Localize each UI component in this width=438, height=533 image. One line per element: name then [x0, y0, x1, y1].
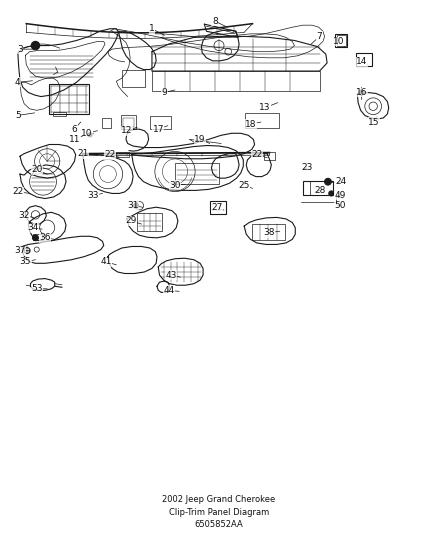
Text: 49: 49: [335, 191, 346, 200]
Bar: [357, 53, 372, 66]
Text: 12: 12: [121, 126, 137, 135]
Text: 21: 21: [77, 149, 98, 158]
Bar: [252, 224, 285, 240]
Text: 4: 4: [15, 78, 32, 87]
Text: 20: 20: [31, 165, 47, 174]
Text: 10: 10: [333, 37, 345, 46]
Bar: [32, 234, 42, 240]
Text: 31: 31: [127, 201, 143, 210]
Bar: [152, 71, 320, 92]
Bar: [122, 69, 145, 87]
Text: 35: 35: [20, 257, 35, 266]
Text: 18: 18: [245, 119, 261, 128]
Bar: [264, 152, 275, 160]
Text: 44: 44: [163, 286, 179, 295]
Text: 8: 8: [212, 17, 227, 27]
Text: 3: 3: [17, 45, 35, 54]
Text: 24: 24: [335, 177, 346, 186]
Text: 22: 22: [12, 188, 30, 197]
Text: 32: 32: [18, 212, 34, 220]
Text: 25: 25: [238, 181, 253, 190]
Text: 9: 9: [162, 88, 175, 97]
Text: 53: 53: [31, 284, 47, 293]
Bar: [175, 163, 219, 184]
Text: 33: 33: [88, 191, 102, 200]
Bar: [102, 118, 111, 128]
Circle shape: [31, 42, 40, 50]
Bar: [150, 116, 171, 129]
Bar: [49, 84, 89, 114]
Text: 34: 34: [27, 223, 42, 232]
Text: 38: 38: [264, 228, 280, 237]
Text: 14: 14: [356, 58, 368, 67]
Text: 29: 29: [125, 216, 141, 225]
Text: 7: 7: [311, 32, 322, 44]
Text: 36: 36: [39, 233, 55, 243]
Text: 22: 22: [251, 150, 267, 159]
Bar: [336, 34, 347, 46]
Text: 5: 5: [15, 111, 35, 120]
Text: 10: 10: [81, 129, 98, 138]
Text: 27: 27: [211, 203, 223, 212]
Text: 15: 15: [368, 117, 380, 126]
Bar: [245, 113, 279, 128]
Bar: [337, 35, 346, 45]
Text: 2002 Jeep Grand Cherokee
Clip-Trim Panel Diagram
6505852AA: 2002 Jeep Grand Cherokee Clip-Trim Panel…: [162, 495, 276, 529]
Bar: [137, 213, 162, 231]
Circle shape: [32, 235, 39, 241]
Text: 11: 11: [69, 135, 83, 144]
Text: 50: 50: [335, 201, 346, 210]
Circle shape: [88, 133, 92, 137]
Text: 16: 16: [356, 88, 368, 97]
Bar: [53, 112, 66, 116]
Text: 23: 23: [301, 164, 313, 173]
Circle shape: [325, 179, 331, 185]
Text: 6: 6: [71, 122, 81, 134]
Circle shape: [359, 90, 364, 95]
Bar: [120, 115, 137, 129]
Bar: [303, 181, 333, 196]
Text: 30: 30: [169, 181, 185, 190]
Text: 19: 19: [194, 135, 210, 144]
Text: 37: 37: [14, 246, 30, 255]
Text: 17: 17: [152, 125, 168, 134]
Bar: [117, 152, 129, 157]
Text: 1: 1: [149, 24, 165, 35]
Bar: [123, 118, 134, 127]
Bar: [210, 201, 226, 214]
Text: 41: 41: [100, 257, 117, 266]
Text: 22: 22: [104, 150, 119, 159]
Text: 28: 28: [314, 186, 325, 195]
Circle shape: [329, 191, 334, 196]
Circle shape: [134, 203, 138, 208]
Text: 43: 43: [165, 271, 180, 279]
Text: 13: 13: [259, 103, 278, 112]
